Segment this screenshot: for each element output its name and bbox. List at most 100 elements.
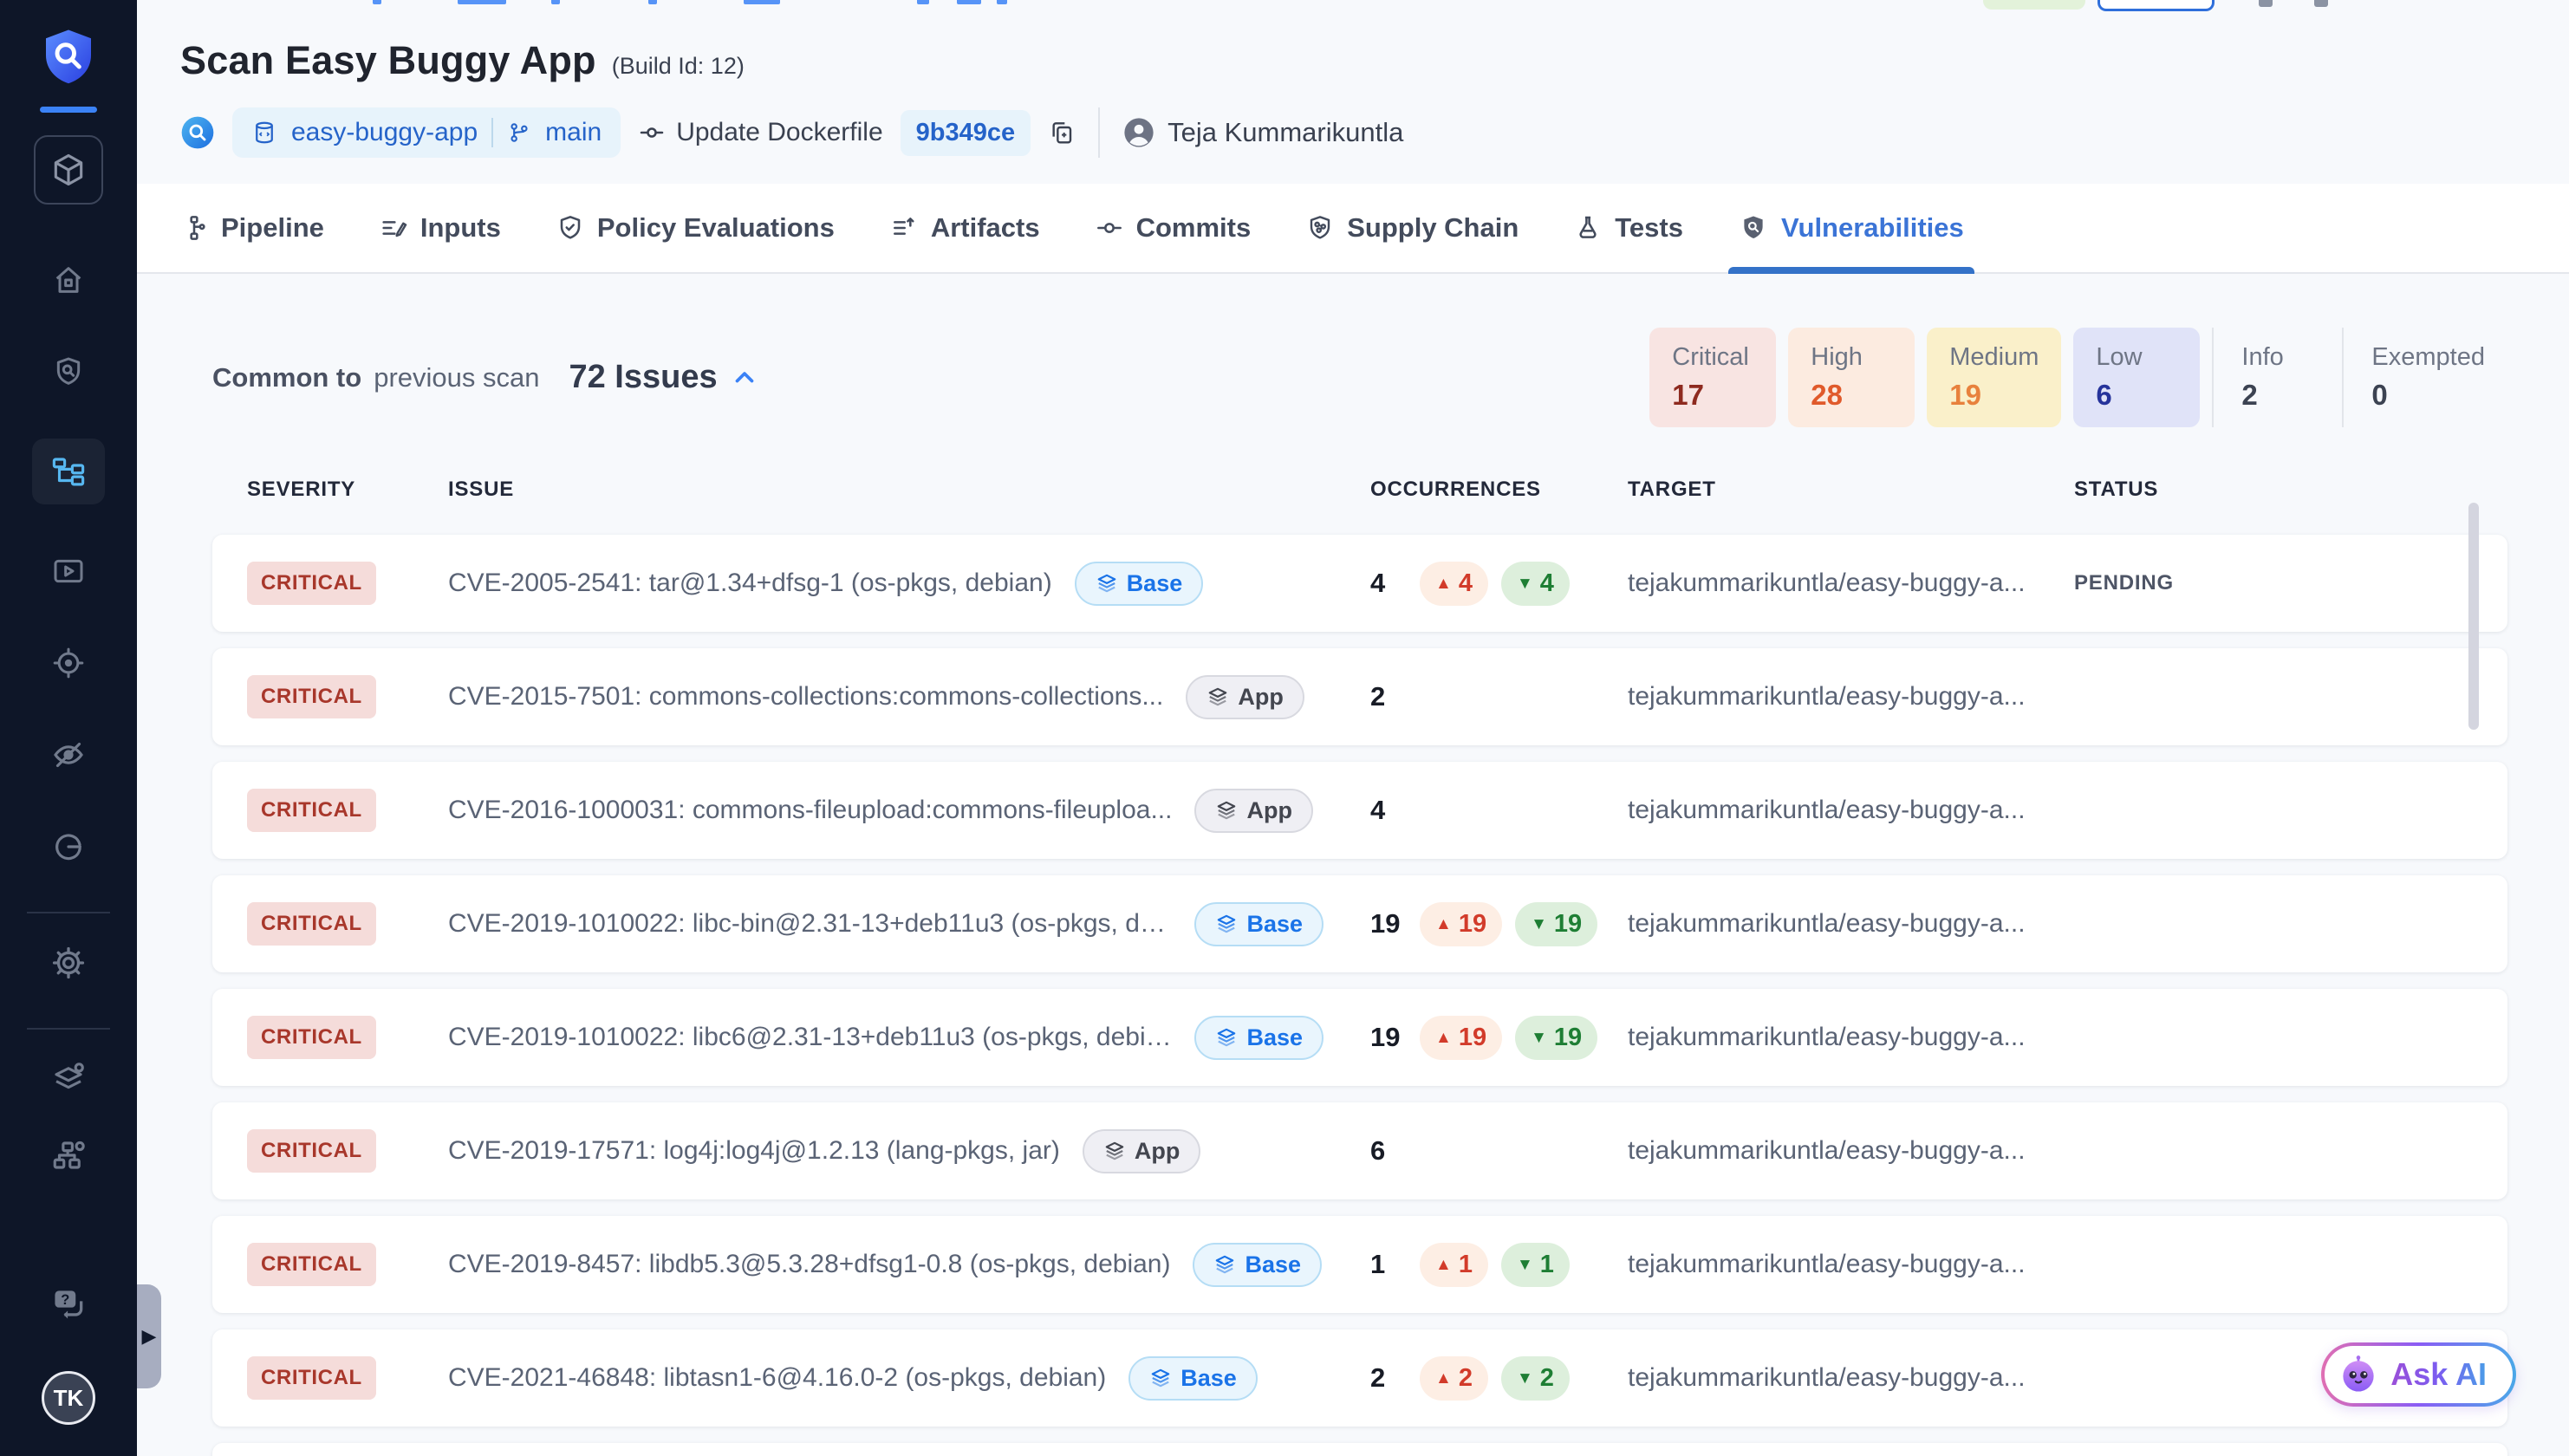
commit-message-group[interactable]: Update Dockerfile [638,118,883,147]
issue-title[interactable]: CVE-2019-17571: log4j:log4j@1.2.13 (lang… [448,1136,1060,1165]
sidebar-item-targets[interactable] [32,638,105,688]
eye-off-icon [54,742,83,768]
branch-icon [511,123,528,142]
sidebar-item-runs[interactable] [32,546,105,596]
added-badge: ▲ 4 [1420,561,1488,606]
target-icon [53,647,84,679]
issue-title[interactable]: CVE-2019-8457: libdb5.3@5.3.28+dfsg1-0.8… [448,1250,1171,1278]
sidebar-item-hidden-findings[interactable] [32,730,105,780]
issue-title[interactable]: CVE-2019-1010022: libc6@2.31-13+deb11u3 … [448,1023,1173,1051]
repo-name: easy-buggy-app [291,118,478,146]
user-icon [1124,118,1154,147]
scan-header: Scan Easy Buggy App (Build Id: 12) easy-… [137,9,2569,184]
scan-avatar-icon [181,116,214,149]
severity-badge: CRITICAL [247,1016,376,1059]
commit-message: Update Dockerfile [676,118,883,146]
issue-title[interactable]: CVE-2016-1000031: commons-fileupload:com… [448,796,1173,824]
target-cell: tejakummarikuntla/easy-buggy-a... [1628,1023,2026,1051]
table-row[interactable]: CRITICAL CVE-2021-46848: libtasn1-6@4.16… [212,1329,2507,1427]
cutoff-toolbar-icon[interactable] [2314,0,2328,7]
severity-box-high[interactable]: High 28 [1788,328,1915,427]
author-name: Teja Kummarikuntla [1167,117,1404,147]
common-to-label: Common to [212,361,362,393]
sidebar-item-stack-config[interactable] [32,1054,105,1104]
copy-icon[interactable] [1048,119,1076,146]
severity-box-critical[interactable]: Critical 17 [1649,328,1777,427]
sidebar-item-integrations[interactable] [32,1130,105,1180]
severity-box-low[interactable]: Low 6 [2073,328,2201,427]
occurrences-count: 1 [1370,1249,1386,1279]
tab-inputs[interactable]: Inputs [380,184,501,272]
tab-label: Inputs [419,212,501,243]
inputs-tab-icon [382,221,407,237]
triangle-down-icon: ▼ [1531,1028,1547,1047]
sidebar-item-pipelines[interactable] [32,439,105,504]
triangle-down-icon: ▼ [1531,914,1547,933]
policy-tab-icon [560,216,581,239]
vulnerabilities-panel: Common to previous scan 72 Issues Critic… [137,274,2569,1456]
tab-vulnerabilities[interactable]: Vulnerabilities [1727,184,1974,274]
context-badge: App [1194,788,1313,833]
ask-ai-button[interactable]: Ask AI [2321,1342,2516,1407]
sidebar-item-exit[interactable] [32,822,105,872]
layers-icon [1218,801,1236,820]
target-cell: tejakummarikuntla/easy-buggy-a... [1628,682,2026,711]
chevron-up-icon[interactable] [730,363,759,393]
cutoff-link-fragment [373,0,381,4]
sidebar-item-workspace[interactable] [34,135,103,205]
context-badge: Base [1074,561,1204,606]
commit-hash-badge[interactable]: 9b349ce [900,109,1031,156]
sidebar-item-scans[interactable] [32,347,105,397]
cutoff-success-button[interactable] [1983,0,2085,10]
occurrences-count: 19 [1370,908,1401,939]
home-icon [55,267,81,293]
table-row[interactable]: CRITICAL CVE-2015-7501: commons-collecti… [212,648,2507,745]
tab-supply-chain[interactable]: Supply Chain [1306,184,1519,272]
triangle-down-icon: ▼ [1516,1368,1533,1388]
logo-underline [40,107,97,113]
issue-title[interactable]: CVE-2021-46848: libtasn1-6@4.16.0-2 (os-… [448,1363,1107,1392]
issue-title[interactable]: CVE-2005-2541: tar@1.34+dfsg-1 (os-pkgs,… [448,569,1052,597]
table-row[interactable]: CRITICAL CVE-2019-1010022: libc-bin@2.31… [212,875,2507,972]
issue-title[interactable]: CVE-2015-7501: commons-collections:commo… [448,682,1164,711]
context-label: Base [1246,1024,1303,1050]
repo-branch-badge[interactable]: easy-buggy-app main [232,107,621,158]
table-row[interactable]: CRITICAL Base ▲ ▼ [212,1443,2507,1456]
layers-icon [1218,914,1236,933]
column-issue: ISSUE [448,478,515,501]
tab-policy-evaluations[interactable]: Policy Evaluations [556,184,835,272]
tab-artifacts[interactable]: Artifacts [890,184,1040,272]
table-row[interactable]: CRITICAL CVE-2019-8457: libdb5.3@5.3.28+… [212,1216,2507,1313]
table-row[interactable]: CRITICAL CVE-2019-17571: log4j:log4j@1.2… [212,1102,2507,1199]
issue-title[interactable]: CVE-2019-1010022: libc-bin@2.31-13+deb11… [448,909,1173,938]
cutoff-primary-button[interactable] [2097,0,2215,11]
cutoff-link-fragment [917,0,929,4]
help-chat-button[interactable]: ? [32,1279,105,1329]
user-avatar[interactable]: TK [42,1371,95,1425]
severity-badge: CRITICAL [247,1243,376,1286]
context-label: Base [1126,569,1183,596]
table-row[interactable]: CRITICAL CVE-2005-2541: tar@1.34+dfsg-1 … [212,535,2507,632]
target-cell: tejakummarikuntla/easy-buggy-a... [1628,1250,2026,1278]
severity-box-medium[interactable]: Medium 19 [1927,328,2062,427]
sidebar-expander-handle[interactable]: ▶ [137,1284,161,1388]
removed-badge: ▼ 4 [1500,561,1570,606]
sidebar-item-home[interactable] [32,255,105,305]
pipeline-tab-icon [190,216,205,240]
occurrences-count: 6 [1370,1135,1386,1166]
commits-tab-icon [1096,223,1122,233]
occurrences-count: 4 [1370,568,1386,598]
tab-commits[interactable]: Commits [1096,184,1251,272]
table-row[interactable]: CRITICAL CVE-2016-1000031: commons-fileu… [212,762,2507,859]
severity-box-exempted[interactable]: Exempted 0 [2342,328,2507,427]
tab-pipeline[interactable]: Pipeline [180,184,324,272]
tab-label: Artifacts [930,212,1040,243]
vertical-scrollbar[interactable] [2468,503,2479,730]
commit-icon [640,127,664,138]
cutoff-toolbar-icon[interactable] [2259,0,2273,7]
sidebar-item-settings[interactable] [32,938,105,988]
table-row[interactable]: CRITICAL CVE-2019-1010022: libc6@2.31-13… [212,989,2507,1086]
tab-tests[interactable]: Tests [1574,184,1683,272]
top-cutoff-strip [137,0,2569,11]
severity-box-info[interactable]: Info 2 [2212,328,2342,427]
